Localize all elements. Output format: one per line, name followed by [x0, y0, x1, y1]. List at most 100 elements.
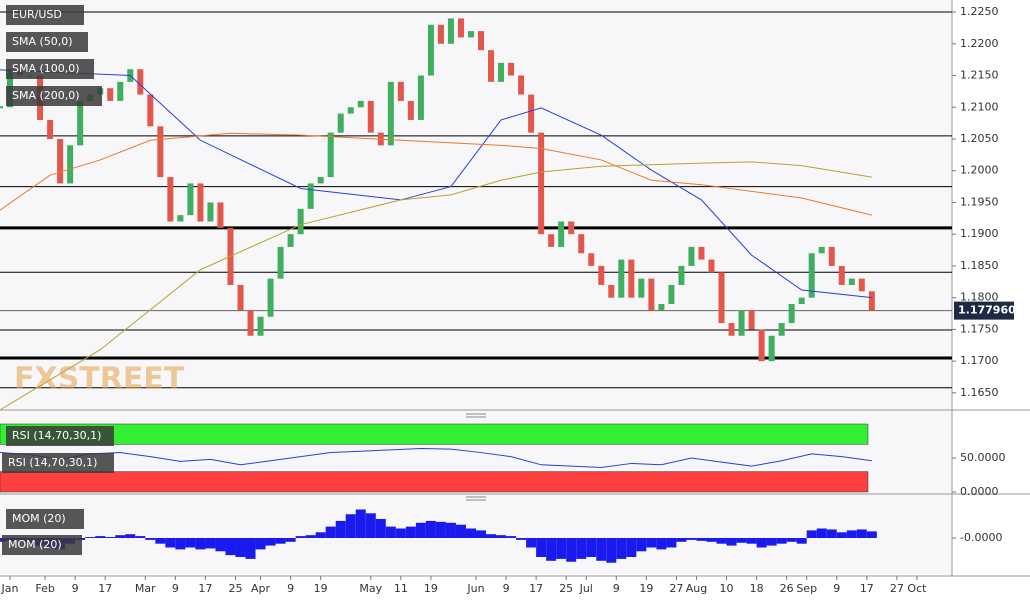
- bar: [365, 513, 376, 538]
- y-tick-label: 1.1950: [960, 195, 999, 208]
- x-tick-label: Apr: [251, 582, 271, 595]
- candle: [628, 259, 635, 298]
- bar: [806, 530, 817, 538]
- bar: [766, 538, 777, 546]
- x-tick-label: 19: [639, 582, 653, 595]
- bar: [736, 538, 747, 543]
- resize-handle[interactable]: [466, 413, 486, 418]
- candle: [107, 88, 114, 101]
- y-tick-label: 1.2150: [960, 69, 999, 82]
- candle: [508, 62, 515, 76]
- candle: [347, 107, 354, 114]
- candle: [708, 259, 715, 273]
- bar: [676, 538, 687, 542]
- y-tick-label: 1.1700: [960, 354, 999, 367]
- bar: [596, 538, 607, 561]
- candle: [838, 265, 845, 285]
- bar: [506, 536, 517, 538]
- candle: [307, 183, 314, 209]
- bar: [305, 535, 316, 538]
- bar: [476, 530, 487, 538]
- bar: [135, 536, 146, 538]
- bar: [255, 538, 266, 550]
- candle: [77, 100, 84, 146]
- bar: [816, 528, 827, 538]
- candle: [327, 132, 334, 178]
- candle: [387, 81, 394, 146]
- candle: [67, 145, 74, 184]
- series-line: [0, 69, 872, 299]
- bar: [626, 538, 637, 557]
- bar: [455, 524, 466, 538]
- bar: [566, 538, 577, 562]
- y-tick-label: 1.1850: [960, 259, 999, 272]
- resize-handle[interactable]: [466, 496, 486, 501]
- bar: [315, 532, 326, 538]
- label-box: [2, 535, 82, 555]
- x-tick-label: Aug: [686, 582, 707, 595]
- panel-title: RSI (14,70,30,1): [12, 429, 101, 442]
- x-tick-label: 17: [529, 582, 543, 595]
- x-tick-label: 9: [72, 582, 79, 595]
- series-line: [0, 132, 872, 216]
- candle: [147, 94, 154, 127]
- legend-label: RSI (14,70,30,1): [8, 456, 97, 469]
- candle: [427, 24, 434, 76]
- candle: [357, 100, 364, 108]
- x-tick-label: 9: [172, 582, 179, 595]
- candle: [397, 81, 404, 101]
- x-tick-label: 9: [833, 582, 840, 595]
- y-tick-label: 1.2000: [960, 164, 999, 177]
- candle: [367, 100, 374, 133]
- x-tick-label: 27: [890, 582, 904, 595]
- bar: [205, 538, 216, 549]
- x-tick-label: 9: [613, 582, 620, 595]
- watermark: FXSTREET: [14, 362, 185, 397]
- x-tick-label: 18: [750, 582, 764, 595]
- legend-label: SMA (200,0): [12, 89, 80, 102]
- bar: [345, 514, 356, 538]
- candle: [337, 113, 344, 133]
- candle: [558, 221, 565, 247]
- candle: [538, 132, 545, 235]
- candle: [548, 234, 555, 247]
- candle: [778, 323, 785, 336]
- y-tick-label: 1.2100: [960, 100, 999, 113]
- bar: [115, 535, 126, 538]
- candle: [688, 246, 695, 266]
- x-tick-label: Feb: [35, 582, 54, 595]
- bar: [195, 538, 206, 550]
- bar: [576, 538, 587, 559]
- bar: [726, 538, 737, 546]
- y-tick-label: 1.1650: [960, 386, 999, 399]
- bar: [706, 538, 717, 542]
- candle: [137, 69, 144, 95]
- bar: [556, 538, 567, 559]
- bar: [546, 538, 557, 561]
- price-tag: [954, 301, 1014, 320]
- candle: [57, 138, 64, 184]
- y-tick-label: 50.0000: [960, 451, 1006, 464]
- x-tick-label: Sep: [796, 582, 817, 595]
- x-tick-label: 17: [98, 582, 112, 595]
- candle: [267, 278, 274, 317]
- candle: [277, 246, 284, 279]
- candle: [858, 278, 865, 292]
- bar: [666, 538, 677, 548]
- label-box: [6, 86, 102, 106]
- bar: [526, 538, 537, 548]
- x-tick-label: 17: [198, 582, 212, 595]
- bar: [295, 536, 306, 538]
- x-tick-label: 19: [424, 582, 438, 595]
- x-tick-label: 26: [780, 582, 794, 595]
- bar: [125, 534, 136, 538]
- bar: [536, 538, 547, 557]
- candle: [177, 215, 184, 222]
- y-tick-label: 0.0000: [960, 485, 999, 498]
- label-box: [6, 5, 84, 25]
- bar: [175, 538, 186, 550]
- x-tick-label: 17: [860, 582, 874, 595]
- x-tick-label: 25: [559, 582, 573, 595]
- bar: [496, 535, 507, 538]
